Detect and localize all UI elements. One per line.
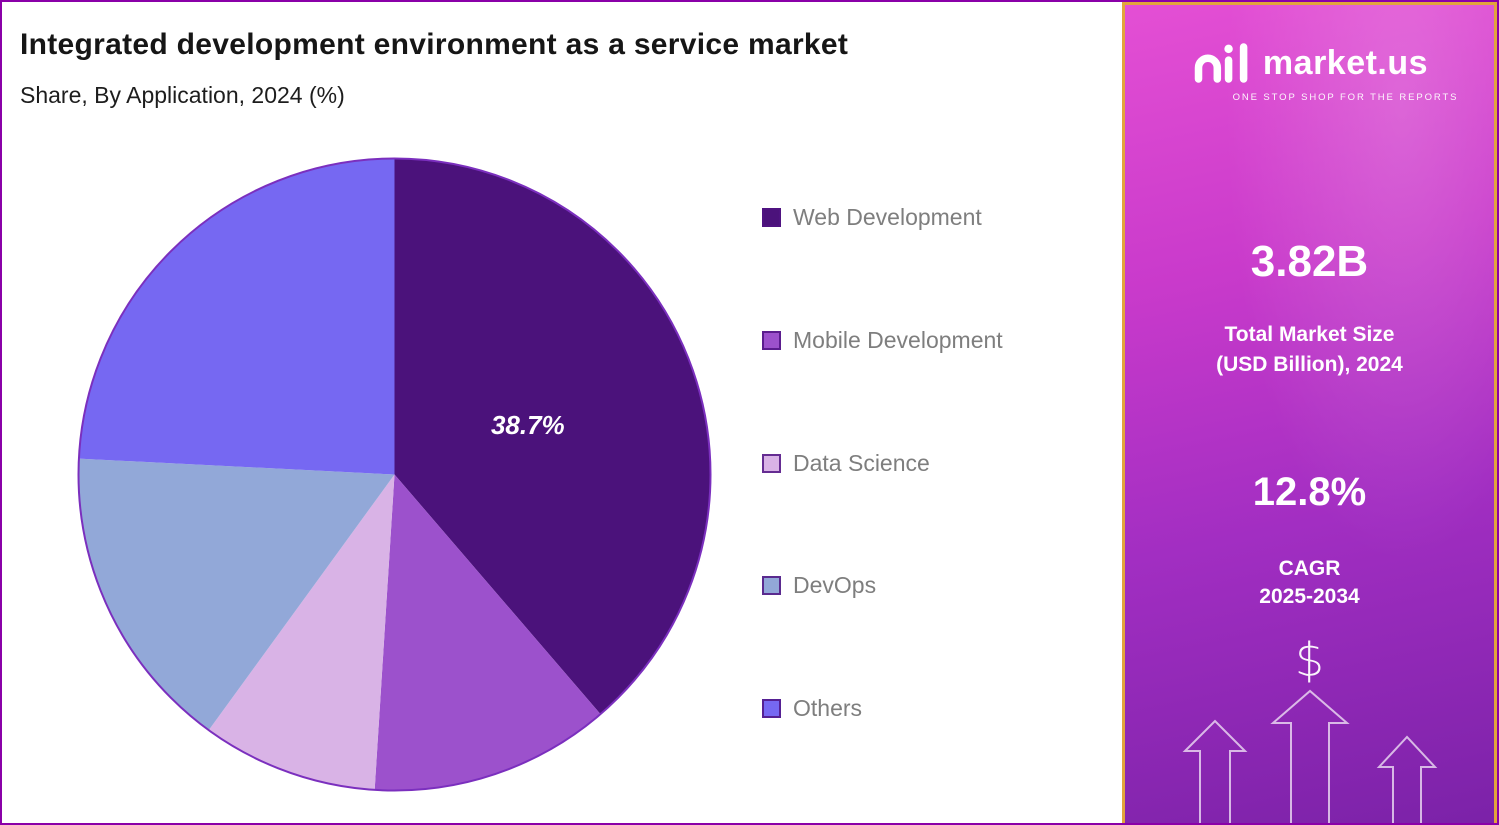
brand-name: market.us bbox=[1262, 43, 1429, 82]
chart-subtitle: Share, By Application, 2024 (%) bbox=[20, 82, 345, 108]
growth-arrows bbox=[1182, 689, 1437, 823]
up-arrow-icon bbox=[1182, 719, 1247, 823]
legend-item-web-development: Web Development bbox=[762, 204, 1122, 231]
up-arrow-icon bbox=[1376, 735, 1437, 823]
pie-slice-others bbox=[78, 158, 395, 475]
brand-panel: market.us ONE STOP SHOP FOR THE REPORTS … bbox=[1122, 2, 1497, 823]
marketus-logo-icon bbox=[1194, 43, 1248, 83]
legend-item-mobile-development: Mobile Development bbox=[762, 327, 1122, 354]
cagr-label-line2: 2025-2034 bbox=[1259, 585, 1360, 609]
market-size-value: 3.82B bbox=[1250, 237, 1369, 286]
legend-label: Web Development bbox=[793, 204, 982, 230]
legend-label: Data Science bbox=[793, 449, 930, 476]
cagr-value: 12.8% bbox=[1252, 470, 1367, 514]
market-size-label-line2: (USD Billion), 2024 bbox=[1216, 352, 1403, 376]
legend-label: Mobile Development bbox=[793, 326, 1003, 353]
legend-swatch bbox=[762, 453, 781, 473]
cagr-label: CAGR 2025-2034 bbox=[1125, 555, 1494, 612]
legend-swatch bbox=[762, 699, 781, 718]
legend-swatch bbox=[762, 576, 781, 596]
brand-logo-row: market.us bbox=[1191, 39, 1428, 87]
market-size-label-line1: Total Market Size bbox=[1224, 323, 1395, 346]
dollar-icon: $ bbox=[1294, 633, 1325, 687]
chart-header: Integrated development environment as a … bbox=[20, 28, 1100, 109]
pie-outline bbox=[77, 157, 712, 792]
pie-slice-devops bbox=[78, 458, 395, 731]
pie-slice-mobile-development bbox=[374, 474, 601, 791]
legend-item-data-science: Data Science bbox=[762, 450, 1122, 477]
legend-swatch bbox=[762, 208, 781, 227]
pie-slice-data-science bbox=[208, 474, 395, 790]
up-arrow-icon bbox=[1269, 689, 1350, 823]
chart-title: Integrated development environment as a … bbox=[20, 28, 849, 61]
legend-label: DevOps bbox=[793, 572, 877, 599]
pie-chart: 38.7% bbox=[77, 157, 712, 792]
brand-logo: market.us ONE STOP SHOP FOR THE REPORTS bbox=[1125, 39, 1494, 103]
pie-slice-web-development bbox=[394, 158, 711, 715]
cagr-label-line1: CAGR bbox=[1278, 557, 1341, 580]
legend-item-others: Others bbox=[762, 695, 1122, 722]
legend-item-devops: DevOps bbox=[762, 572, 1122, 599]
legend-label: Others bbox=[793, 695, 863, 721]
pie-value-label: 38.7% bbox=[491, 410, 565, 440]
market-size-label: Total Market Size (USD Billion), 2024 bbox=[1125, 320, 1494, 380]
legend: Web Development Mobile Development Data Sc… bbox=[762, 204, 1122, 722]
legend-swatch bbox=[762, 330, 781, 350]
brand-tagline: ONE STOP SHOP FOR THE REPORTS bbox=[1232, 92, 1459, 103]
